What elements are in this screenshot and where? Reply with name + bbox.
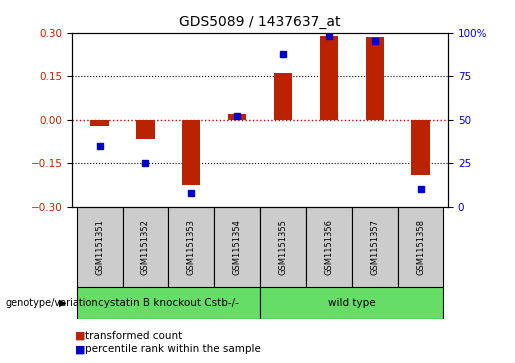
Text: GSM1151354: GSM1151354: [233, 219, 242, 275]
Text: ▶: ▶: [59, 298, 66, 308]
Bar: [398, 207, 443, 287]
Text: transformed count: transformed count: [85, 331, 182, 341]
Text: wild type: wild type: [328, 298, 375, 308]
Bar: [168, 207, 214, 287]
Bar: [182, 120, 200, 185]
Bar: [77, 287, 260, 319]
Text: genotype/variation: genotype/variation: [5, 298, 98, 308]
Text: cystatin B knockout Cstb-/-: cystatin B knockout Cstb-/-: [98, 298, 239, 308]
Text: GSM1151356: GSM1151356: [324, 219, 333, 275]
Bar: [136, 120, 154, 139]
Bar: [228, 114, 246, 120]
Text: GSM1151355: GSM1151355: [279, 219, 287, 275]
Text: ■: ■: [75, 331, 85, 341]
Bar: [306, 207, 352, 287]
Bar: [411, 120, 430, 175]
Text: percentile rank within the sample: percentile rank within the sample: [85, 344, 261, 354]
Bar: [214, 207, 260, 287]
Bar: [77, 207, 123, 287]
Title: GDS5089 / 1437637_at: GDS5089 / 1437637_at: [179, 15, 341, 29]
Text: ■: ■: [75, 344, 85, 354]
Bar: [260, 287, 443, 319]
Bar: [320, 36, 338, 120]
Bar: [274, 73, 292, 120]
Text: GSM1151353: GSM1151353: [187, 219, 196, 275]
Text: GSM1151357: GSM1151357: [370, 219, 379, 275]
Bar: [123, 207, 168, 287]
Bar: [91, 120, 109, 126]
Bar: [352, 207, 398, 287]
Text: GSM1151351: GSM1151351: [95, 219, 104, 275]
Text: GSM1151352: GSM1151352: [141, 219, 150, 275]
Text: GSM1151358: GSM1151358: [416, 219, 425, 275]
Bar: [260, 207, 306, 287]
Bar: [366, 37, 384, 120]
